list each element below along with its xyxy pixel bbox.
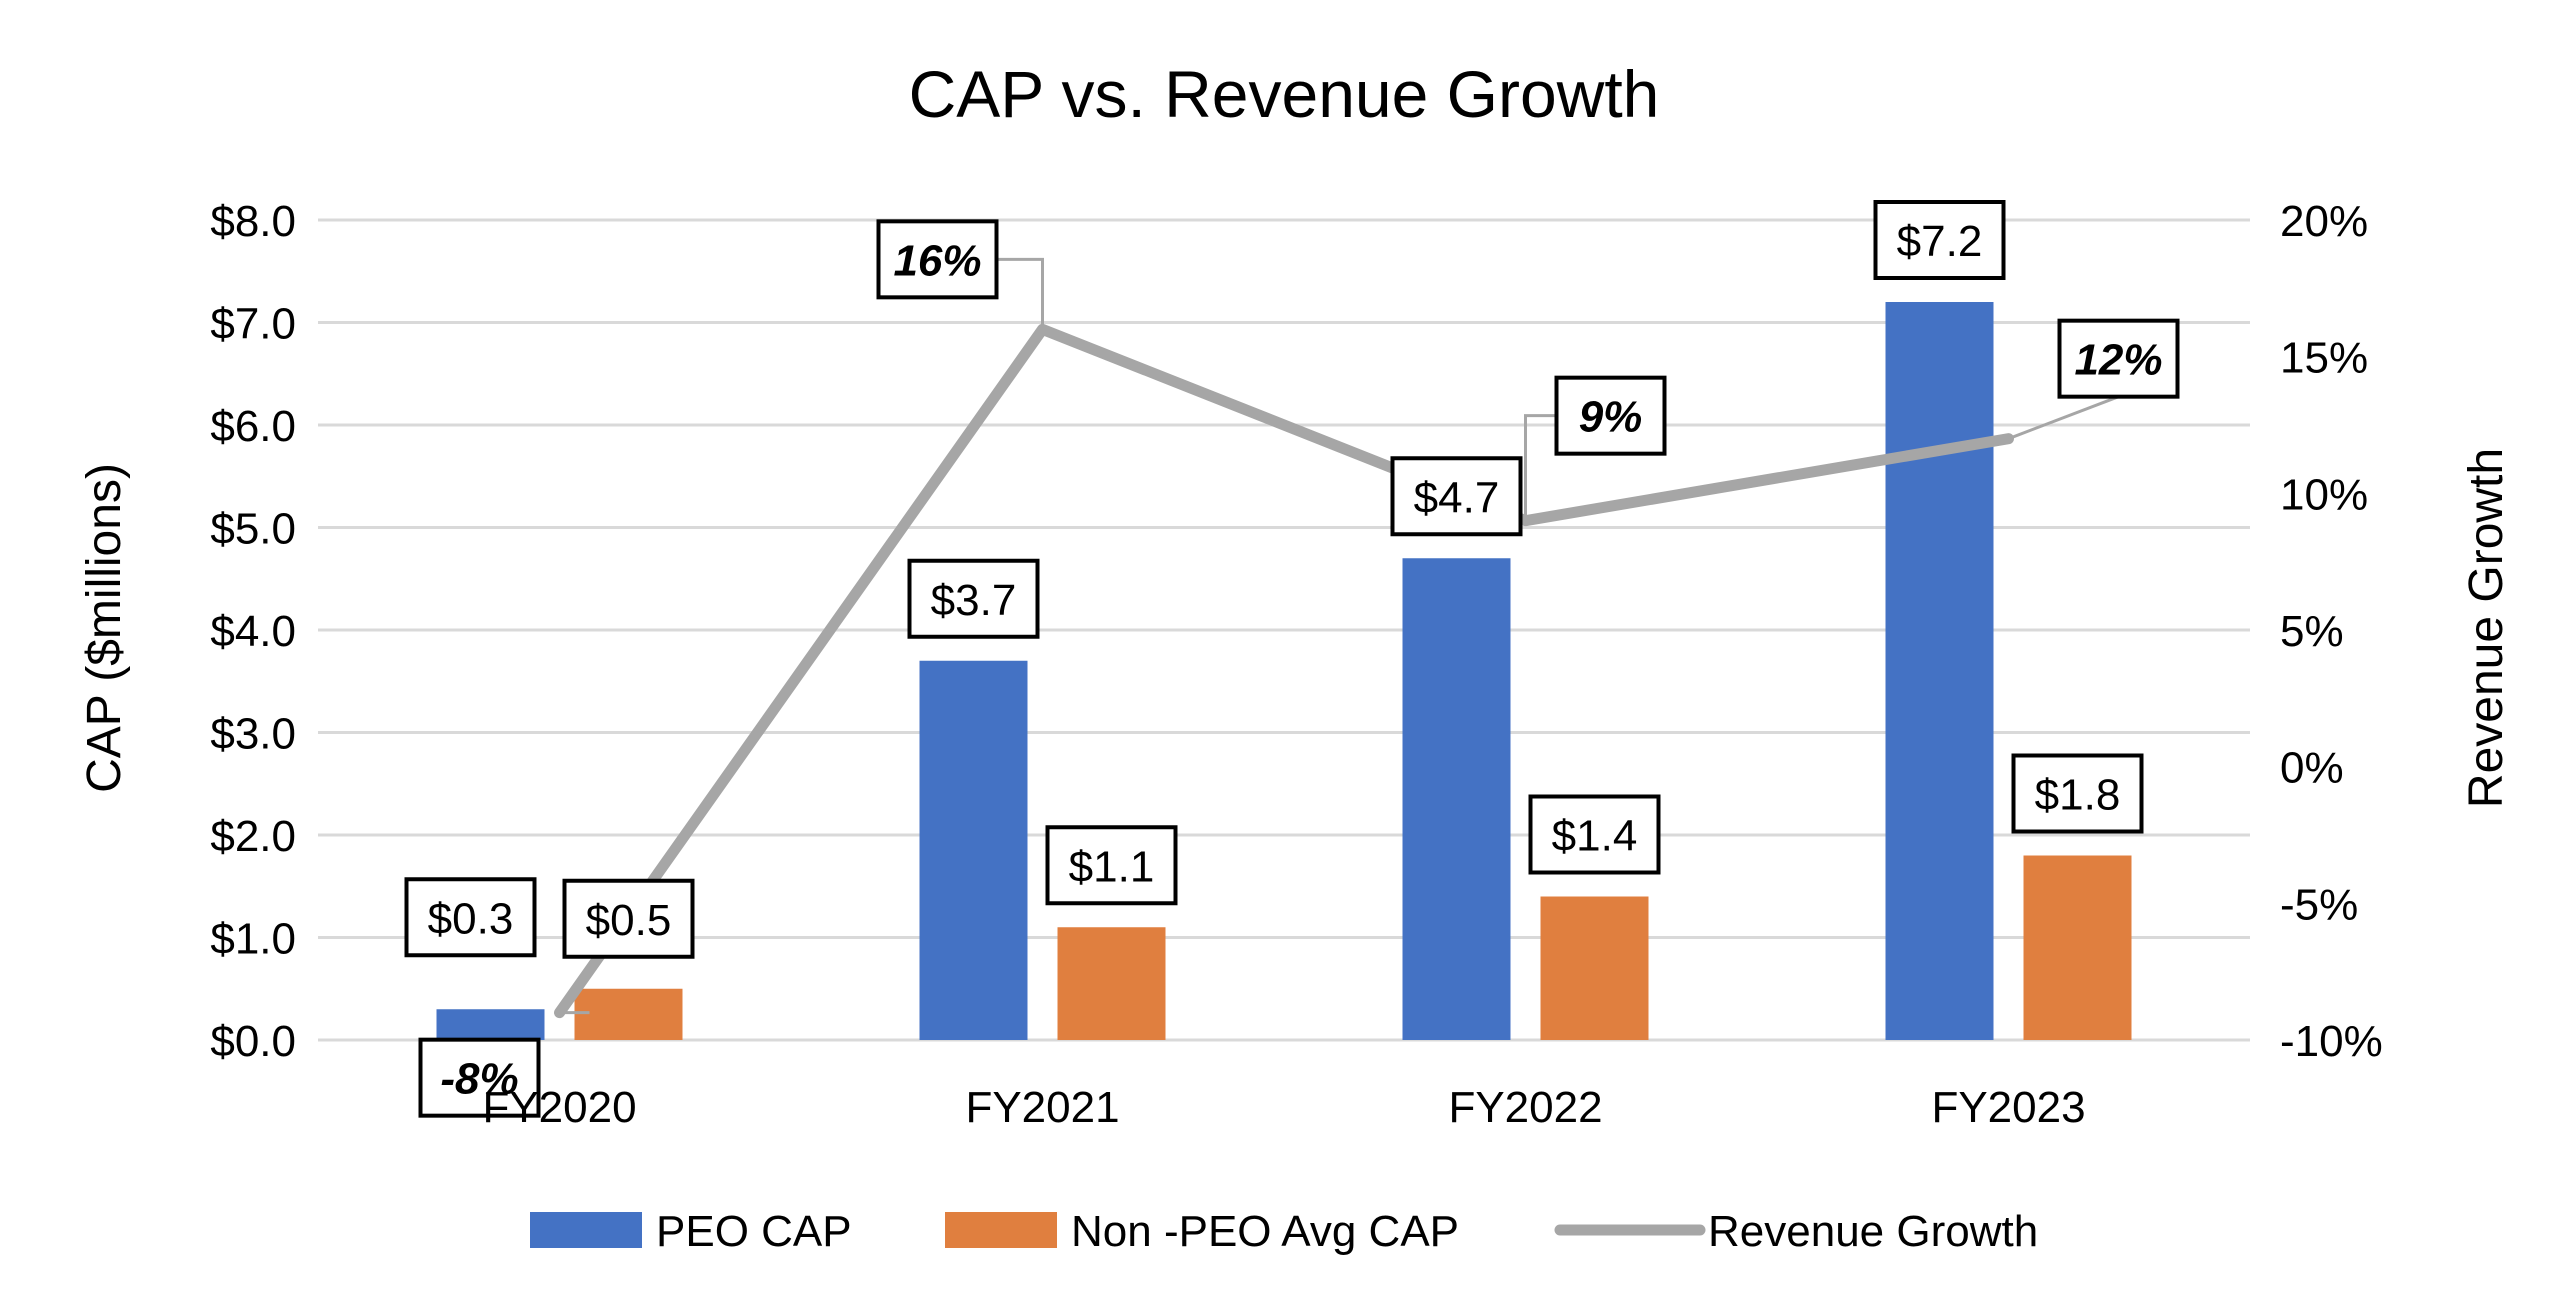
peo-cap-data-label-box [404, 877, 537, 958]
x-tick-label: FY2022 [1448, 1083, 1602, 1132]
x-tick-label: FY2021 [965, 1083, 1119, 1132]
revenue-growth-data-label: 9% [1554, 375, 1667, 456]
growth-leader-line [1524, 414, 1557, 521]
bars [436, 302, 2132, 1040]
peo-cap-bar [436, 1009, 545, 1040]
non-peo-avg-cap-bar [1540, 896, 1649, 1040]
revenue-growth-data-label: -8% [418, 1037, 541, 1118]
non-peo-cap-data-label-box [562, 878, 695, 959]
non-peo-cap-data-label-box [2011, 753, 2144, 834]
y-right-tick-label: -5% [2280, 880, 2358, 929]
growth-leader-line [996, 257, 1044, 330]
peo-cap-data-label-text: $7.2 [1897, 217, 1983, 266]
y-right-tick-label: 5% [2280, 607, 2344, 656]
growth-leader-line [2007, 395, 2120, 441]
y-right-tick-label: 10% [2280, 470, 2368, 519]
non-peo-cap-data-label-text: $1.4 [1552, 812, 1638, 861]
revenue-growth-data-label-text: 12% [2074, 336, 2162, 385]
y-left-tick-label: $7.0 [210, 300, 296, 349]
peo-cap-bar [919, 660, 1028, 1040]
legend-non-peo-avg-cap: Non -PEO Avg CAP [945, 1207, 1459, 1256]
revenue-growth-data-label-box [2057, 318, 2180, 399]
non-peo-cap-data-label: $1.8 [2011, 753, 2144, 834]
revenue-growth-data-label: 16% [876, 219, 999, 300]
y-right-tick-label: -10% [2280, 1017, 2383, 1066]
legend-peo-cap-text: PEO CAP [656, 1207, 852, 1256]
peo-cap-data-label: $4.7 [1390, 456, 1523, 537]
revenue-growth-data-label: 12% [2057, 318, 2180, 399]
peo-cap-data-label-box [1390, 456, 1523, 537]
peo-cap-data-label-text: $0.3 [428, 894, 514, 943]
legend-peo-cap-swatch [530, 1212, 642, 1248]
legend-non-peo-avg-cap-swatch [945, 1212, 1057, 1248]
non-peo-cap-data-label: $0.5 [562, 878, 695, 959]
non-peo-cap-data-label-text: $1.8 [2035, 771, 2121, 820]
x-tick-label: FY2023 [1931, 1083, 2085, 1132]
revenue-growth-data-label-box [418, 1037, 541, 1118]
revenue-growth-data-label-text: -8% [440, 1055, 518, 1104]
peo-cap-data-label: $0.3 [404, 877, 537, 958]
non-peo-cap-data-label-box [1528, 794, 1661, 875]
legend-revenue-growth: Revenue Growth [1554, 1207, 2038, 1256]
legend-revenue-growth-text: Revenue Growth [1708, 1207, 2038, 1256]
y-left-tick-label: $0.0 [210, 1017, 296, 1066]
peo-cap-data-label-text: $3.7 [931, 576, 1017, 625]
legend: PEO CAP Non -PEO Avg CAP Revenue Growth [530, 1207, 2038, 1256]
revenue-growth-data-label-text: 9% [1579, 393, 1643, 442]
x-tick-label: FY2020 [482, 1083, 636, 1132]
revenue-growth-data-label-box [876, 219, 999, 300]
peo-cap-data-label: $7.2 [1873, 200, 2006, 280]
legend-peo-cap: PEO CAP [530, 1207, 852, 1256]
legend-non-peo-avg-cap-text: Non -PEO Avg CAP [1071, 1207, 1459, 1256]
revenue-growth-line-group [554, 323, 2014, 1019]
y-right-tick-label: 15% [2280, 334, 2368, 383]
y-axis-right-label: Revenue Growth [2460, 448, 2513, 808]
peo-cap-data-label-box [1873, 200, 2006, 280]
y-left-tick-label: $3.0 [210, 710, 296, 759]
y-left-tick-label: $6.0 [210, 402, 296, 451]
y-left-tick-label: $4.0 [210, 607, 296, 656]
non-peo-avg-cap-bar [1057, 927, 1166, 1040]
y-left-tick-label: $1.0 [210, 915, 296, 964]
revenue-growth-data-label-box [1554, 375, 1667, 456]
peo-cap-bar [1402, 558, 1511, 1040]
y-left-tick-label: $5.0 [210, 505, 296, 554]
peo-cap-data-label-box [907, 558, 1040, 639]
y-left-tick-label: $2.0 [210, 812, 296, 861]
y-axis-left-label: CAP ($millions) [78, 463, 131, 793]
non-peo-avg-cap-bar [574, 988, 683, 1040]
peo-cap-bar [1885, 302, 1994, 1040]
non-peo-cap-data-label-text: $0.5 [586, 896, 672, 945]
y-right-tick-label: 0% [2280, 744, 2344, 793]
non-peo-cap-data-label: $1.4 [1528, 794, 1661, 875]
axis-ticks: $0.0 $1.0 $2.0 $3.0 $4.0 $5.0 $6.0 $7.0 $8.0 -10%… [210, 197, 2382, 1132]
peo-cap-data-label: $3.7 [907, 558, 1040, 639]
y-left-tick-label: $8.0 [210, 197, 296, 246]
chart-title: CAP vs. Revenue Growth [909, 57, 1660, 131]
non-peo-cap-data-label: $1.1 [1045, 825, 1178, 906]
y-right-tick-label: 20% [2280, 197, 2368, 246]
revenue-growth-line [554, 323, 2014, 1019]
non-peo-cap-data-label-box [1045, 825, 1178, 906]
non-peo-avg-cap-bar [2023, 855, 2132, 1040]
peo-cap-data-label-text: $4.7 [1414, 473, 1500, 522]
revenue-growth-data-label-text: 16% [893, 236, 981, 285]
data-labels: $0.3 $3.7 $4.7 $7.2 $0.5 $1.1 $1.4 $1.8 -8% 16% 9%… [404, 200, 2180, 1118]
non-peo-cap-data-label-text: $1.1 [1069, 842, 1155, 891]
